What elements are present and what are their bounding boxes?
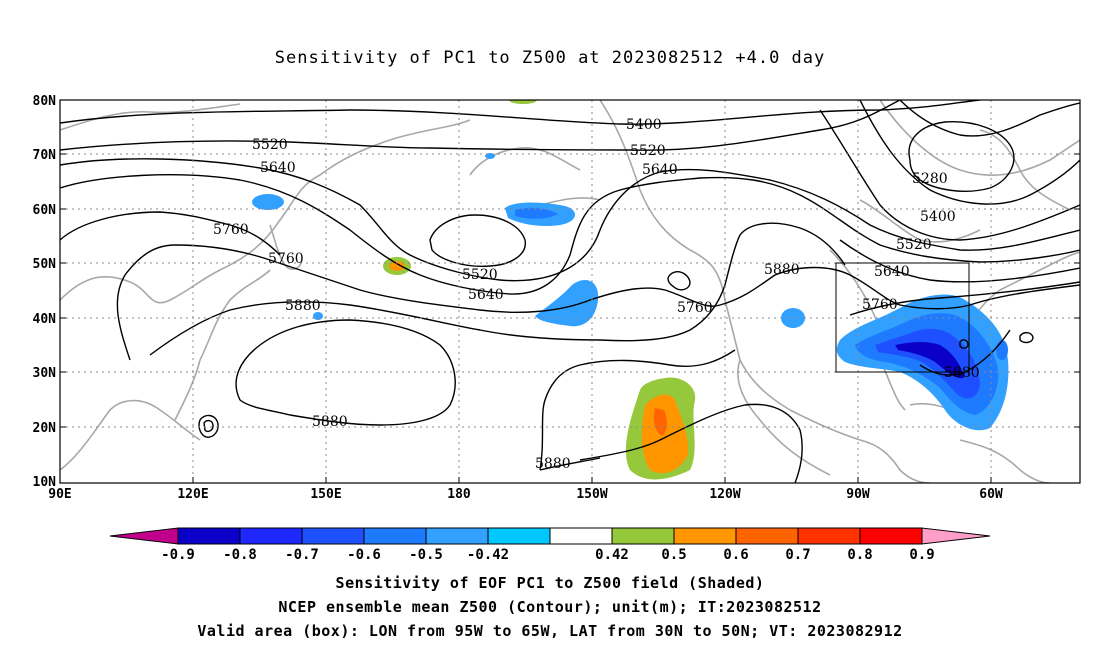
lat-label: 50N [33, 257, 57, 272]
contour-label: 5400 [920, 209, 956, 225]
colorbar-cell [797, 527, 861, 545]
colorbar-low-triangle [109, 527, 179, 545]
caption-line-1: Sensitivity of EOF PC1 to Z500 field (Sh… [335, 574, 765, 592]
contour-label: 5880 [312, 414, 348, 430]
colorbar-cell [549, 527, 613, 545]
lat-label: 80N [33, 94, 57, 109]
colorbar-label: 0.7 [785, 547, 810, 563]
caption-line-3: Valid area (box): LON from 95W to 65W, L… [197, 622, 903, 640]
colorbar-label: -0.5 [409, 547, 443, 563]
contour-label: 5760 [677, 300, 713, 316]
colorbar-label: 0.9 [909, 547, 934, 563]
sensitivity-shading [252, 100, 1009, 480]
colorbar-cell [239, 527, 303, 545]
lon-label: 180 [447, 487, 471, 502]
contour-label: 5520 [462, 267, 498, 283]
lat-label: 30N [33, 366, 57, 381]
contour-label: 5760 [213, 222, 249, 238]
colorbar-cell [363, 527, 427, 545]
contour-label: 5640 [468, 287, 504, 303]
contour-label: 5760 [268, 251, 304, 267]
contour-label: 5880 [764, 262, 800, 278]
z500-contours [60, 100, 1080, 483]
colorbar-cell [487, 527, 551, 545]
contour-label: 5520 [896, 237, 932, 253]
colorbar-label: -0.42 [467, 547, 509, 563]
colorbar-cell [859, 527, 923, 545]
lat-label: 70N [33, 148, 57, 163]
contour-label: 5520 [630, 143, 666, 159]
lat-label: 40N [33, 312, 57, 327]
contour-label: 5400 [626, 117, 662, 133]
caption-line-2: NCEP ensemble mean Z500 (Contour); unit(… [278, 598, 822, 616]
coastlines [60, 100, 1080, 483]
colorbar-high-triangle [921, 527, 991, 545]
colorbar-label: -0.6 [347, 547, 381, 563]
lat-label: 10N [33, 475, 57, 490]
gridlines [60, 100, 1080, 483]
contour-label: 5880 [944, 365, 980, 381]
colorbar-label: 0.5 [661, 547, 686, 563]
axis-ticks [60, 99, 1080, 483]
colorbar-cell [735, 527, 799, 545]
colorbar-cell [301, 527, 365, 545]
contour-label: 5880 [535, 456, 571, 472]
contour-labels: 5400 5520 5520 5640 5640 5280 5400 5520 … [213, 117, 980, 472]
colorbar-label: -0.8 [223, 547, 257, 563]
contour-label: 5520 [252, 137, 288, 153]
colorbar-cell [611, 527, 675, 545]
lon-label: 90W [846, 487, 870, 502]
contour-label: 5640 [642, 162, 678, 178]
lat-label: 20N [33, 421, 57, 436]
contour-label: 5640 [874, 264, 910, 280]
lon-label: 120W [709, 487, 740, 502]
lat-label: 60N [33, 203, 57, 218]
valid-area-box [835, 262, 970, 373]
lon-label: 90E [48, 487, 71, 502]
colorbar-label: -0.7 [285, 547, 319, 563]
lon-label: 120E [177, 487, 208, 502]
colorbar-label: 0.8 [847, 547, 872, 563]
contour-label: 5760 [862, 297, 898, 313]
contour-label: 5880 [285, 298, 321, 314]
latitude-labels: 80N 70N 60N 50N 40N 30N 20N 10N [33, 94, 57, 490]
contour-label: 5640 [260, 160, 296, 176]
colorbar-label: 0.6 [723, 547, 748, 563]
page-title: Sensitivity of PC1 to Z500 at 2023082512… [274, 48, 826, 68]
colorbar-label: -0.9 [161, 547, 195, 563]
colorbar-cell [673, 527, 737, 545]
lon-label: 150W [576, 487, 607, 502]
longitude-labels: 90E 120E 150E 180 150W 120W 90W 60W [48, 487, 1003, 502]
colorbar-cell [177, 527, 241, 545]
colorbar: -0.9 -0.8 -0.7 -0.6 -0.5 -0.42 0.42 0.5 … [109, 527, 991, 563]
lon-label: 60W [979, 487, 1003, 502]
lon-label: 150E [310, 487, 341, 502]
contour-label: 5280 [912, 171, 948, 187]
colorbar-cell [425, 527, 489, 545]
colorbar-label: 0.42 [595, 547, 629, 563]
